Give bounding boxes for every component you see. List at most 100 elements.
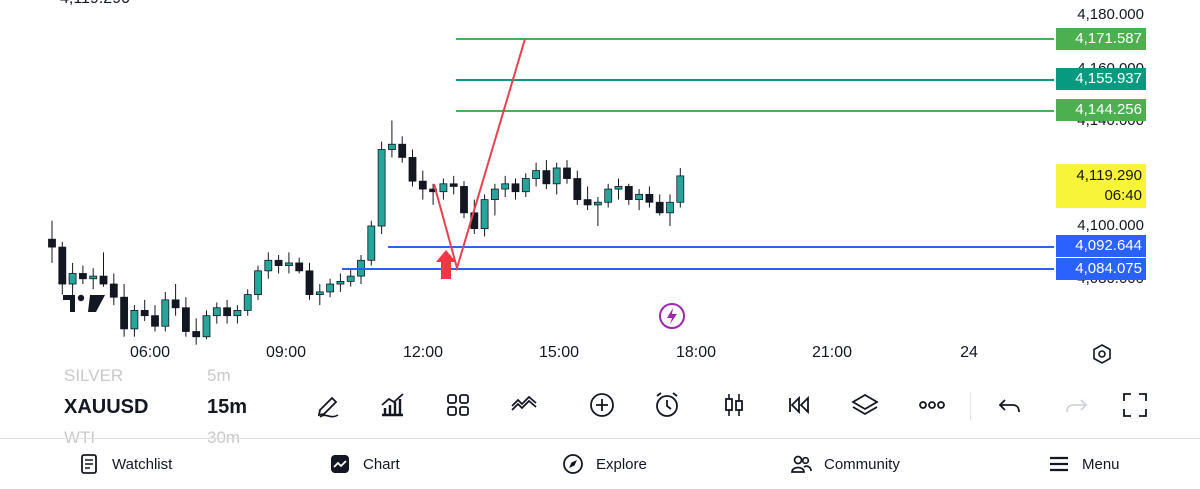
alert-button[interactable] (650, 388, 684, 422)
current-price-value: 4,119.290 (1076, 167, 1142, 184)
candle-body[interactable] (326, 283, 335, 293)
candle-body[interactable] (336, 280, 345, 285)
candlestick-chart[interactable] (48, 0, 1152, 370)
more-button[interactable] (915, 388, 949, 422)
candle-type-icon (725, 394, 743, 416)
candle-body[interactable] (78, 273, 87, 280)
candle-body[interactable] (233, 309, 242, 317)
candle-body[interactable] (614, 186, 623, 190)
candle-body[interactable] (212, 307, 221, 317)
candle-body[interactable] (418, 180, 427, 190)
candle-body[interactable] (48, 238, 56, 248)
stop-label[interactable]: 4,084.075 (1056, 258, 1146, 280)
candle-body[interactable] (573, 178, 582, 201)
time-axis[interactable]: 06:00 09:00 12:00 15:00 18:00 21:00 24 (48, 340, 1152, 368)
tp2-label[interactable]: 4,155.937 (1056, 68, 1146, 90)
candle-body[interactable] (460, 186, 468, 214)
candle-body[interactable] (161, 299, 170, 327)
candle-body[interactable] (315, 291, 324, 295)
candle-body[interactable] (151, 315, 159, 327)
indicators-button[interactable] (375, 388, 409, 422)
candle-body[interactable] (676, 175, 685, 203)
interval-below[interactable]: 30m (207, 428, 241, 447)
nav-explore[interactable]: Explore (562, 439, 647, 489)
price-scale[interactable]: 4,180.000 4,160.000 4,140.000 4,100.000 … (1050, 0, 1152, 340)
settings-icon[interactable] (1092, 344, 1112, 364)
candle-body[interactable] (521, 178, 530, 193)
interval-selector[interactable]: 15m (207, 396, 248, 418)
candle-body[interactable] (594, 201, 602, 206)
candle-body[interactable] (645, 193, 654, 203)
candle-body[interactable] (274, 259, 283, 266)
add-button[interactable] (585, 388, 619, 422)
candle-body[interactable] (501, 183, 510, 190)
candle-body[interactable] (439, 183, 448, 193)
candle-body[interactable] (140, 309, 149, 317)
candle-body[interactable] (130, 309, 139, 330)
symbol-below[interactable]: WTI (64, 428, 96, 447)
time-label: 21:00 (811, 344, 853, 361)
candle-body[interactable] (254, 270, 262, 295)
candle-body[interactable] (99, 275, 108, 285)
candle-body[interactable] (109, 283, 118, 298)
nav-community[interactable]: Community (790, 439, 900, 489)
drawing-button[interactable] (312, 388, 346, 422)
candle-body[interactable] (171, 299, 180, 309)
fullscreen-button[interactable] (1118, 388, 1152, 422)
candle-body[interactable] (490, 188, 499, 201)
candle-body[interactable] (181, 307, 190, 332)
projection-path[interactable] (433, 38, 526, 272)
layers-button[interactable] (848, 388, 882, 422)
candle-body[interactable] (408, 157, 417, 182)
candle-body[interactable] (346, 275, 355, 282)
candle-body[interactable] (511, 183, 520, 193)
candle-body[interactable] (305, 270, 314, 295)
interval-above[interactable]: 5m (207, 366, 231, 385)
candle-body[interactable] (532, 170, 541, 179)
candle-body[interactable] (387, 143, 396, 150)
nav-menu[interactable]: Menu (1048, 439, 1120, 489)
nav-chart[interactable]: Chart (329, 439, 400, 489)
candle-type-button[interactable] (717, 388, 751, 422)
candle-body[interactable] (583, 199, 592, 206)
candle-body[interactable] (202, 315, 211, 338)
replay-button[interactable] (782, 388, 816, 422)
symbol-above[interactable]: SILVER (64, 366, 124, 385)
candle-body[interactable] (264, 259, 273, 272)
tp1-label[interactable]: 4,144.256 (1056, 99, 1146, 121)
candle-body[interactable] (89, 275, 98, 280)
add-icon (590, 393, 614, 417)
tp3-label[interactable]: 4,171.587 (1056, 28, 1146, 50)
redo-button[interactable] (1059, 388, 1093, 422)
nav-watchlist[interactable]: Watchlist (78, 439, 172, 489)
candle-body[interactable] (68, 273, 77, 285)
candle-body[interactable] (449, 183, 458, 187)
compare-button[interactable] (507, 388, 541, 422)
candle-body[interactable] (655, 201, 664, 214)
entry-label[interactable]: 4,092.644 (1056, 235, 1146, 257)
candle-body[interactable] (377, 149, 386, 227)
candle-body[interactable] (284, 262, 293, 266)
symbol-selector[interactable]: XAUUSD (64, 396, 149, 418)
candle-body[interactable] (367, 225, 376, 261)
candle-body[interactable] (295, 262, 304, 272)
candle-body[interactable] (666, 201, 674, 214)
candle-body[interactable] (624, 186, 633, 201)
candle-body[interactable] (243, 294, 252, 311)
candle-body[interactable] (552, 167, 561, 185)
chart-pane[interactable] (48, 0, 1152, 370)
candle-body[interactable] (604, 188, 613, 203)
templates-button[interactable] (441, 388, 475, 422)
candle-body[interactable] (192, 331, 201, 338)
flash-icon[interactable] (658, 302, 686, 330)
undo-button[interactable] (993, 388, 1027, 422)
candle-body[interactable] (398, 143, 407, 158)
candle-body[interactable] (120, 296, 128, 330)
candle-body[interactable] (563, 167, 571, 179)
buy-arrow-icon[interactable] (436, 250, 456, 279)
candle-body[interactable] (58, 246, 67, 285)
candle-body[interactable] (480, 199, 489, 230)
candle-body[interactable] (635, 193, 643, 201)
candle-body[interactable] (542, 170, 551, 185)
candle-body[interactable] (223, 307, 232, 317)
